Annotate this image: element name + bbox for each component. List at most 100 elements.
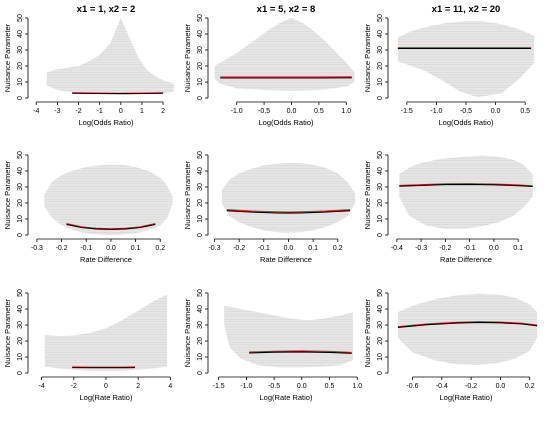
y-tick-label: 20 (377, 199, 384, 207)
x-tick-label: 1 (140, 108, 144, 115)
x-tick-label: -0.2 (56, 245, 68, 252)
x-tick-label: 0.0 (496, 383, 506, 390)
x-tick-label: 0.5 (520, 108, 530, 115)
x-tick-label: 0.0 (284, 245, 294, 252)
feasible-region (399, 156, 532, 229)
x-axis-label: Log(Odds Ratio) (438, 118, 494, 127)
y-tick-label: 10 (377, 215, 384, 223)
y-tick-label: 30 (197, 321, 204, 329)
estimate-line (72, 93, 163, 94)
x-tick-label: 4 (168, 383, 172, 390)
y-axis-label: Nuisance Parameter (363, 160, 372, 229)
feasible-region (45, 295, 167, 371)
x-tick-label: -4 (39, 383, 45, 390)
y-tick-label: 50 (377, 151, 384, 159)
x-axis-label: Log(Odds Ratio) (78, 118, 134, 127)
y-tick-label: 10 (197, 78, 204, 86)
x-tick-label: -0.1 (80, 245, 92, 252)
y-tick-label: 40 (197, 305, 204, 313)
y-tick-label: 30 (197, 46, 204, 54)
y-tick-label: 0 (377, 233, 384, 237)
y-tick-label: 10 (17, 353, 24, 361)
x-tick-label: 0.1 (308, 245, 318, 252)
x-tick-label: 0.1 (513, 245, 523, 252)
y-tick-label: 30 (197, 183, 204, 191)
x-tick-label: -1.0 (231, 108, 243, 115)
y-tick-label: 50 (17, 289, 24, 297)
x-tick-label: 0.0 (287, 108, 297, 115)
y-tick-label: 0 (17, 371, 24, 375)
x-tick-label: -1.0 (430, 108, 442, 115)
y-tick-label: 40 (377, 305, 384, 313)
x-axis-label: Log(Rate Ratio) (260, 393, 313, 402)
x-axis-label: Rate Difference (80, 255, 132, 264)
y-tick-label: 40 (377, 30, 384, 38)
y-tick-label: 20 (197, 62, 204, 70)
y-tick-label: 40 (17, 167, 24, 175)
x-tick-label: -1.0 (240, 383, 252, 390)
x-tick-label: 2 (136, 383, 140, 390)
y-tick-label: 40 (197, 167, 204, 175)
y-tick-label: 50 (17, 14, 24, 22)
y-axis-label: Nuisance Parameter (183, 298, 192, 367)
y-axis-label: Nuisance Parameter (363, 298, 372, 367)
y-tick-label: 20 (17, 199, 24, 207)
y-tick-label: 30 (17, 183, 24, 191)
x-tick-label: -0.5 (258, 108, 270, 115)
x-tick-label: 0.2 (333, 245, 343, 252)
x-tick-label: 1.0 (352, 383, 362, 390)
x-tick-label: -1 (97, 108, 103, 115)
y-tick-label: 50 (197, 289, 204, 297)
x-tick-label: 0 (104, 383, 108, 390)
y-axis-label: Nuisance Parameter (183, 160, 192, 229)
y-tick-label: 10 (377, 353, 384, 361)
y-tick-label: 30 (17, 321, 24, 329)
x-tick-label: -3 (54, 108, 60, 115)
x-tick-label: 0.0 (491, 108, 501, 115)
x-tick-label: -0.5 (460, 108, 472, 115)
x-axis-label: Log(Odds Ratio) (258, 118, 314, 127)
x-tick-label: 0.1 (131, 245, 141, 252)
x-tick-label: 0.5 (325, 383, 335, 390)
panel-title: x1 = 1, x2 = 2 (77, 4, 136, 15)
y-tick-label: 40 (377, 167, 384, 175)
y-tick-label: 20 (197, 199, 204, 207)
y-tick-label: 30 (17, 46, 24, 54)
y-tick-label: 10 (17, 215, 24, 223)
y-tick-label: 20 (377, 62, 384, 70)
x-tick-label: -0.3 (415, 245, 427, 252)
x-tick-label: -0.1 (464, 245, 476, 252)
x-axis-label: Rate Difference (440, 255, 492, 264)
y-axis-label: Nuisance Parameter (363, 23, 372, 92)
y-tick-label: 50 (377, 289, 384, 297)
y-axis-label: Nuisance Parameter (3, 160, 12, 229)
y-tick-label: 50 (197, 151, 204, 159)
y-tick-label: 20 (17, 337, 24, 345)
y-axis-label: Nuisance Parameter (3, 298, 12, 367)
x-tick-label: -2 (71, 383, 77, 390)
x-tick-label: 0.0 (106, 245, 116, 252)
feasible-region (398, 21, 534, 97)
